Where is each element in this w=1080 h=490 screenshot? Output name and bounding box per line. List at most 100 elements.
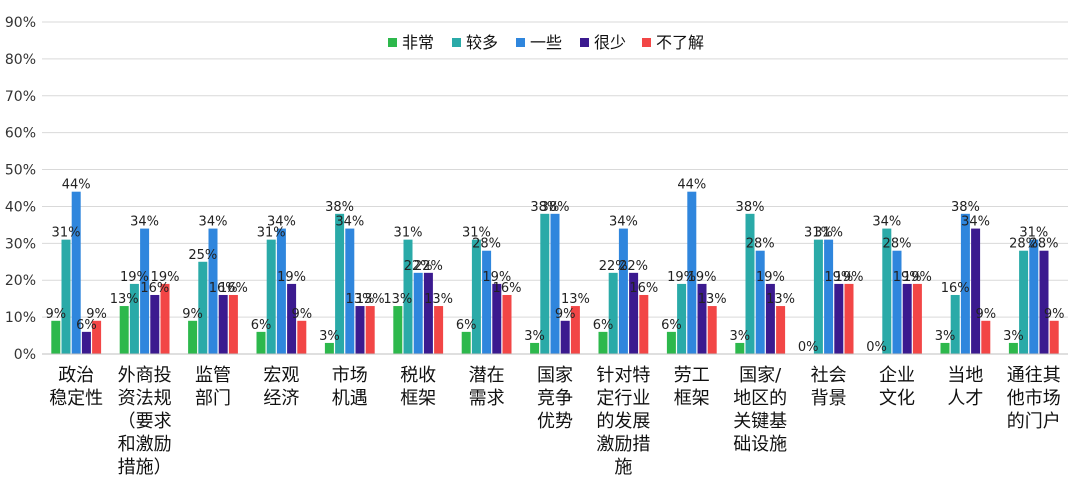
data-labels: 9%31%44%6%9%13%19%34%16%19%9%25%34%16%16… — [45, 178, 1064, 355]
data-label: 31% — [394, 226, 423, 241]
legend-label: 一些 — [530, 33, 562, 52]
y-tick-label: 60% — [5, 126, 36, 142]
data-label: 31% — [257, 226, 286, 241]
bar — [423, 272, 433, 354]
data-label: 13% — [561, 292, 590, 307]
data-label: 34% — [267, 215, 296, 230]
data-label: 6% — [251, 318, 272, 333]
data-label: 34% — [872, 215, 901, 230]
category-label: 国家/地区的关键基础设施 — [733, 365, 787, 455]
data-label: 31% — [814, 226, 843, 241]
bar — [940, 342, 950, 354]
bar — [1019, 250, 1029, 354]
bar — [482, 250, 492, 354]
bar — [461, 331, 471, 354]
data-label: 13% — [383, 292, 412, 307]
bar — [188, 320, 198, 354]
data-label: 22% — [599, 259, 628, 274]
legend: 非常 较多 一些 很少 不了解 — [388, 33, 704, 52]
bar — [629, 272, 639, 354]
bar — [129, 283, 139, 354]
bar — [971, 228, 981, 354]
bar — [140, 228, 150, 354]
bar — [119, 306, 129, 354]
bar — [1039, 250, 1049, 354]
legend-swatch — [516, 38, 525, 47]
y-tick-label: 50% — [5, 163, 36, 179]
data-label: 44% — [62, 178, 91, 193]
bar — [902, 283, 912, 354]
data-label: 31% — [1019, 226, 1048, 241]
data-label: 3% — [319, 329, 340, 344]
bar — [687, 191, 697, 354]
bar — [355, 306, 365, 354]
bar — [160, 283, 170, 354]
data-label: 9% — [555, 307, 576, 322]
bars — [51, 191, 1059, 354]
category-label: 监管部门 — [195, 365, 231, 409]
data-label: 19% — [482, 270, 511, 285]
category-label: 税收框架 — [400, 365, 436, 409]
data-label: 34% — [609, 215, 638, 230]
y-tick-label: 20% — [5, 273, 36, 289]
category-label: 通往其他市场的门户 — [1007, 365, 1061, 432]
bar — [892, 250, 902, 354]
data-label: 13% — [110, 292, 139, 307]
data-label: 34% — [199, 215, 228, 230]
data-label: 3% — [729, 329, 750, 344]
data-label: 34% — [961, 215, 990, 230]
bar — [697, 283, 707, 354]
data-label: 31% — [804, 226, 833, 241]
category-label: 潜在需求 — [469, 365, 505, 409]
data-label: 9% — [975, 307, 996, 322]
data-label: 13% — [346, 292, 375, 307]
category-label: 针对特定行业的发展激励措施 — [596, 365, 650, 478]
bar — [1008, 342, 1018, 354]
data-label: 6% — [76, 318, 97, 333]
data-label: 9% — [291, 307, 312, 322]
bar — [71, 191, 81, 354]
bar — [92, 320, 102, 354]
category-label: 企业文化 — [879, 365, 915, 409]
bar — [335, 213, 345, 354]
bar — [256, 331, 266, 354]
bar — [492, 283, 502, 354]
data-label: 3% — [1003, 329, 1024, 344]
bar — [266, 239, 276, 354]
bar — [61, 239, 71, 354]
y-tick-label: 70% — [5, 89, 36, 105]
category-label: 社会背景 — [811, 365, 847, 409]
data-label: 34% — [335, 215, 364, 230]
category-label: 外商投资法规（要求和激励措施） — [118, 365, 172, 478]
bar — [297, 320, 307, 354]
bar — [393, 306, 403, 354]
legend-label: 较多 — [466, 33, 498, 52]
data-label: 19% — [756, 270, 785, 285]
bar — [413, 272, 423, 354]
bar — [540, 213, 550, 354]
data-label: 38% — [541, 200, 570, 215]
bar — [639, 294, 649, 354]
data-label: 9% — [182, 307, 203, 322]
bar — [776, 306, 786, 354]
bar — [707, 306, 717, 354]
bar — [608, 272, 618, 354]
y-tick-label: 90% — [5, 15, 36, 31]
bar — [550, 213, 560, 354]
bar — [981, 320, 991, 354]
bar — [1029, 239, 1039, 354]
data-label: 38% — [325, 200, 354, 215]
bar — [287, 283, 297, 354]
bar — [735, 342, 745, 354]
data-label: 31% — [52, 226, 81, 241]
data-label: 28% — [1009, 237, 1038, 252]
data-label: 13% — [766, 292, 795, 307]
data-label: 13% — [424, 292, 453, 307]
category-label: 市场机遇 — [332, 365, 368, 409]
data-label: 6% — [593, 318, 614, 333]
data-label: 19% — [893, 270, 922, 285]
bar — [218, 294, 228, 354]
data-label: 19% — [120, 270, 149, 285]
